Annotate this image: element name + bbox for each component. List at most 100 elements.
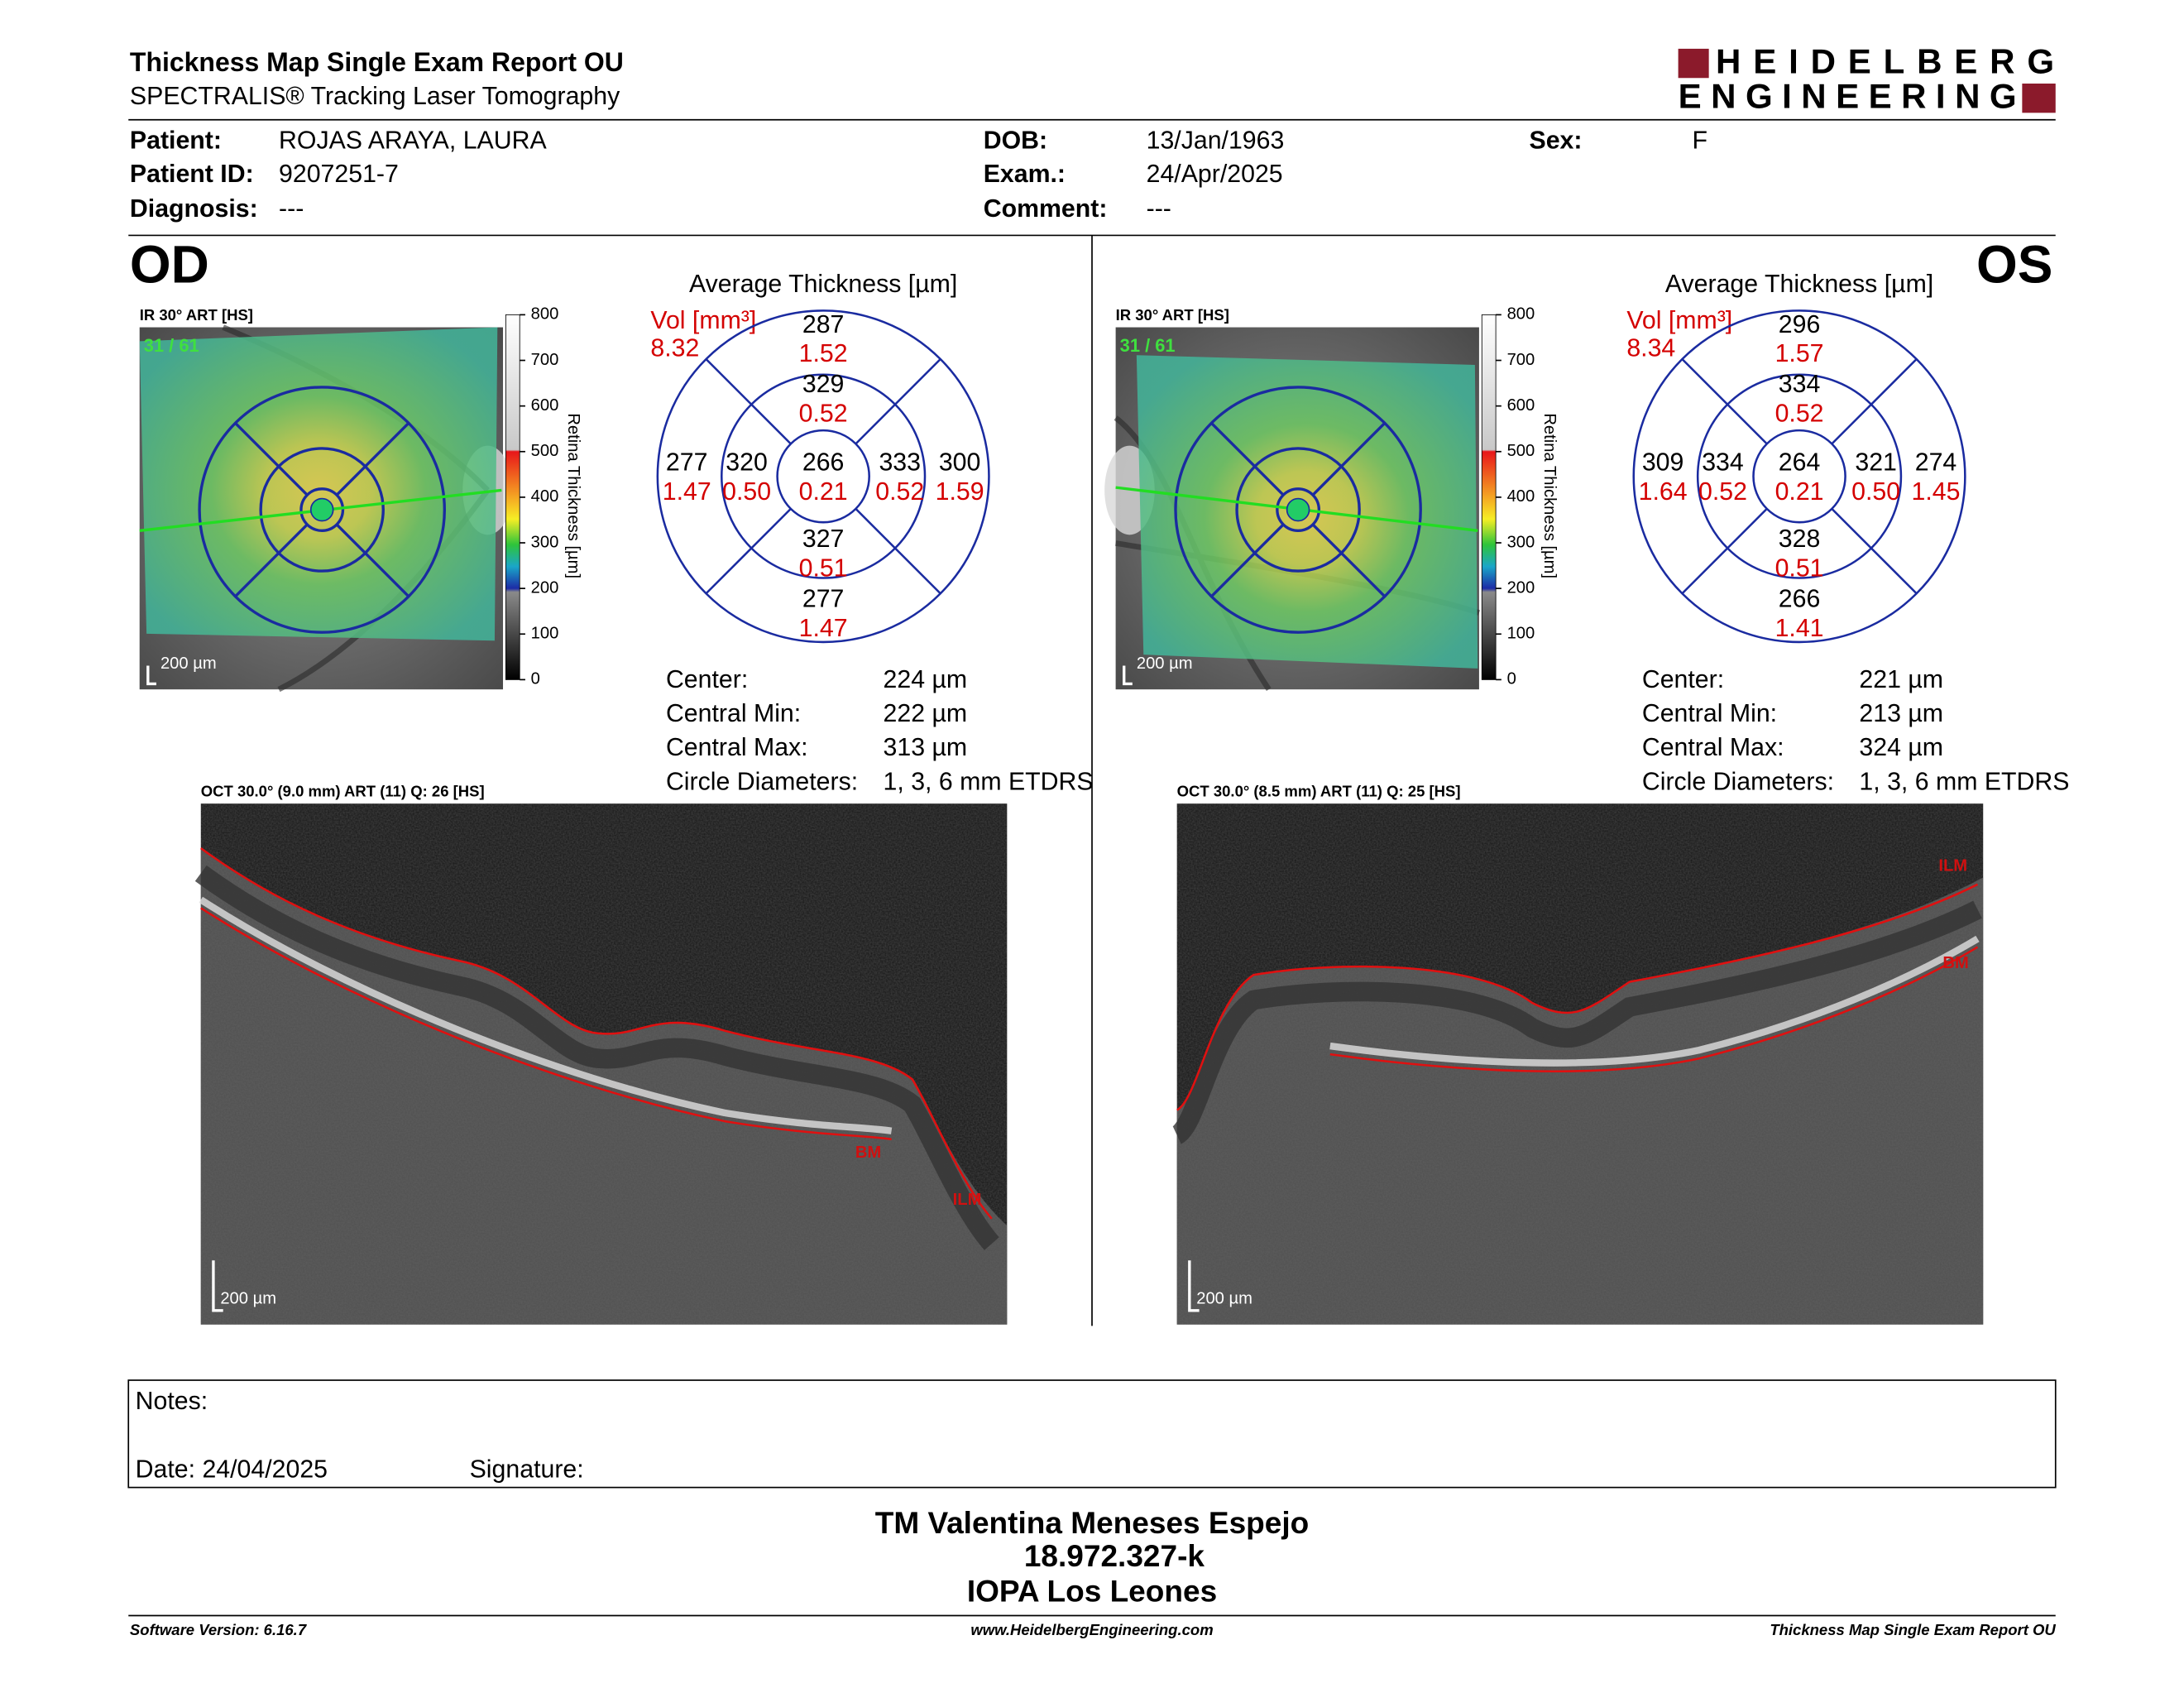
image-label: IR 30° ART [HS]: [140, 306, 253, 324]
stat-value: 222 µm: [884, 700, 968, 727]
etdrs-spoke: [705, 508, 792, 595]
colorbar-tick-label: 700: [531, 351, 559, 369]
stat-label: Circle Diameters:: [1642, 768, 1834, 795]
sector-thickness: 328: [1779, 525, 1821, 553]
colorbar-tick-label: 0: [531, 670, 540, 688]
field-label: Patient ID:: [130, 161, 254, 188]
footer-center: www.HeidelbergEngineering.com: [970, 1621, 1213, 1638]
ilm-line: [1176, 883, 1979, 1111]
oct-label: OCT 30.0° (9.0 mm) ART (11) Q: 26 [HS]: [201, 783, 485, 800]
sector-volume: 0.50: [722, 478, 771, 506]
field-value: 9207251-7: [279, 161, 399, 188]
fovea: [309, 497, 334, 522]
colorbar-tick-label: 200: [531, 578, 559, 597]
etdrs-spoke: [234, 422, 309, 496]
stat-label: Central Max:: [1642, 734, 1784, 761]
etdrs-ring: [1632, 309, 1966, 644]
etdrs-ring: [776, 429, 870, 524]
stat-label: Center:: [1642, 666, 1724, 693]
retina-layer: [194, 865, 999, 1250]
sector-thickness: 266: [802, 448, 845, 476]
scale-bar-label: 200 µm: [1137, 655, 1193, 673]
sector-volume: 0.52: [1698, 478, 1747, 506]
scale-bar: [212, 1260, 223, 1312]
rpe-band: [1329, 935, 1980, 1067]
etdrs-ring: [1235, 447, 1361, 573]
sector-volume: 0.21: [799, 478, 848, 506]
sector-volume: 0.52: [799, 400, 848, 428]
fovea: [1286, 497, 1310, 522]
sector-thickness: 327: [802, 525, 845, 553]
stat-label: Center:: [666, 666, 748, 693]
colorbar-tick-label: 100: [531, 625, 559, 643]
rpe-band: [199, 896, 893, 1134]
etdrs-spoke: [234, 523, 309, 597]
sector-thickness: 333: [879, 448, 921, 476]
colorbar: [1481, 314, 1497, 680]
sector-volume: 1.64: [1639, 478, 1688, 506]
etdrs-ring: [656, 309, 990, 644]
image-label: IR 30° ART [HS]: [1116, 306, 1229, 324]
colorbar-title: Retina Thickness [µm]: [564, 413, 582, 578]
stat-value: 1, 3, 6 mm ETDRS: [1859, 768, 2069, 795]
scale-bar-label: 200 µm: [1196, 1290, 1252, 1308]
notes-signature: Signature:: [470, 1455, 584, 1483]
colorbar-tick-label: 600: [531, 396, 559, 415]
colorbar-tick-label: 400: [531, 487, 559, 506]
sector-thickness: 334: [1702, 448, 1744, 476]
stat-value: 1, 3, 6 mm ETDRS: [884, 768, 1094, 795]
etdrs-ring: [198, 386, 447, 634]
etdrs-spoke: [855, 358, 941, 445]
colorbar-tick-label: 500: [531, 442, 559, 460]
eye-label: OS: [1976, 235, 2052, 295]
sector-volume: 0.52: [1775, 400, 1824, 428]
ilm-line: [200, 847, 993, 1220]
field-label: Comment:: [984, 195, 1108, 223]
etdrs-spoke: [1681, 358, 1768, 445]
sector-volume: 1.57: [1775, 340, 1824, 367]
report-title: Thickness Map Single Exam Report OU: [130, 47, 624, 77]
etdrs-spoke: [705, 358, 792, 445]
scale-bar: [1123, 665, 1133, 686]
sector-volume: 0.51: [1775, 554, 1824, 582]
sector-volume: 0.51: [799, 554, 848, 582]
sector-thickness: 264: [1779, 448, 1821, 476]
colorbar-tick-label: 300: [531, 533, 559, 551]
sector-volume: 0.52: [875, 478, 924, 506]
bm-label: BM: [1942, 954, 1968, 972]
field-label: Diagnosis:: [130, 195, 258, 223]
sector-thickness: 334: [1779, 371, 1821, 398]
notes-label: Notes:: [136, 1388, 208, 1415]
etdrs-ring: [1752, 429, 1846, 524]
colorbar-tick-label: 800: [531, 305, 559, 324]
notes-box: [127, 1379, 2057, 1489]
vol-value: 8.32: [650, 334, 699, 362]
ilm-label: ILM: [953, 1191, 982, 1209]
logo-text: HEIDELBERG: [1716, 42, 2056, 81]
vol-value: 8.34: [1626, 334, 1675, 362]
vol-label: Vol [mm³]: [650, 307, 756, 334]
sector-volume: 0.21: [1775, 478, 1824, 506]
colorbar-tick-label: 600: [1507, 396, 1535, 415]
sector-volume: 1.47: [663, 478, 711, 506]
bm-line: [1329, 946, 1979, 1072]
signer-institution: IOPA Los Leones: [967, 1573, 1217, 1608]
etdrs-title: Average Thickness [µm]: [689, 271, 957, 298]
logo-text: ENGINEERING: [1679, 77, 2019, 116]
scale-bar: [1188, 1260, 1200, 1312]
field-label: Patient:: [130, 127, 222, 155]
sector-volume: 1.41: [1775, 615, 1824, 642]
scale-bar-label: 200 µm: [220, 1290, 276, 1308]
etdrs-spoke: [335, 422, 410, 496]
signer-id: 18.972.327-k: [1024, 1538, 1205, 1573]
sector-volume: 1.52: [799, 340, 848, 367]
sector-thickness: 320: [726, 448, 768, 476]
colorbar-tick-label: 400: [1507, 487, 1535, 506]
sector-thickness: 287: [802, 311, 845, 338]
etdrs-spoke: [1311, 422, 1387, 496]
scale-bar-label: 200 µm: [160, 655, 217, 673]
field-value: 13/Jan/1963: [1147, 127, 1285, 155]
colorbar-tick-label: 300: [1507, 533, 1535, 551]
sector-volume: 1.45: [1912, 478, 1961, 506]
stat-value: 313 µm: [884, 734, 968, 761]
